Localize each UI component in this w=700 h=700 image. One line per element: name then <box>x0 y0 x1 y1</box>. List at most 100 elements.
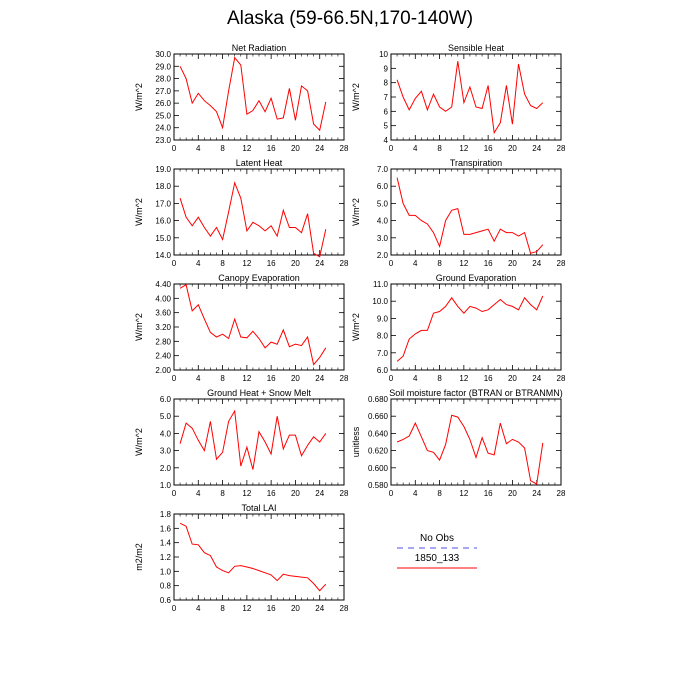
x-tick-label: 20 <box>508 374 517 383</box>
y-tick-label: 0.600 <box>368 464 389 473</box>
series-line-1850_133 <box>179 181 327 258</box>
y-axis-label: W/m^2 <box>134 428 144 456</box>
legend-obs-label: No Obs <box>420 533 454 544</box>
y-tick-label: 2.40 <box>155 352 171 361</box>
x-tick-label: 20 <box>291 374 300 383</box>
y-tick-label: 8.0 <box>377 332 389 341</box>
x-tick-label: 20 <box>508 144 517 153</box>
x-tick-label: 4 <box>196 604 201 613</box>
panel-8: Soil moisture factor (BTRAN or BTRANMN) u… <box>351 388 566 498</box>
y-tick-label: 4.0 <box>160 429 172 438</box>
y-axis-label: W/m^2 <box>351 198 361 226</box>
y-tick-label: 8 <box>384 79 389 88</box>
x-tick-label: 24 <box>315 374 324 383</box>
x-tick-label: 16 <box>484 489 493 498</box>
y-axis-label: W/m^2 <box>351 83 361 111</box>
y-tick-label: 7.0 <box>377 165 389 174</box>
x-tick-label: 24 <box>315 144 324 153</box>
x-tick-label: 4 <box>413 489 418 498</box>
y-tick-label: 4.0 <box>377 217 389 226</box>
y-tick-label: 2.0 <box>160 464 172 473</box>
plot-frame <box>173 283 345 371</box>
y-tick-label: 17.0 <box>155 199 171 208</box>
x-tick-label: 0 <box>389 374 394 383</box>
legend: No Obs 1850_133 <box>397 533 477 569</box>
x-tick-label: 12 <box>242 604 251 613</box>
y-tick-label: 6 <box>384 107 389 116</box>
y-tick-label: 27.0 <box>155 87 171 96</box>
y-tick-label: 3.20 <box>155 323 171 332</box>
y-axis-label: unitless <box>351 426 361 457</box>
y-tick-label: 28.0 <box>155 75 171 84</box>
y-tick-label: 15.0 <box>155 234 171 243</box>
x-tick-label: 12 <box>459 489 468 498</box>
plot-frame <box>173 168 345 256</box>
x-tick-label: 12 <box>242 374 251 383</box>
x-tick-label: 24 <box>532 489 541 498</box>
x-tick-label: 20 <box>291 259 300 268</box>
x-tick-label: 8 <box>437 259 442 268</box>
x-tick-label: 16 <box>267 604 276 613</box>
x-tick-label: 8 <box>437 489 442 498</box>
y-tick-label: 2.0 <box>377 251 389 260</box>
y-tick-label: 2.00 <box>155 366 171 375</box>
y-tick-label: 25.0 <box>155 111 171 120</box>
x-tick-label: 16 <box>484 144 493 153</box>
x-tick-label: 0 <box>389 489 394 498</box>
legend-model-label: 1850_133 <box>415 553 460 564</box>
y-axis-label: m2/m2 <box>134 543 144 571</box>
x-tick-label: 4 <box>196 259 201 268</box>
x-tick-label: 4 <box>413 259 418 268</box>
panel-title: Transpiration <box>450 158 502 168</box>
x-tick-label: 12 <box>459 144 468 153</box>
x-tick-label: 28 <box>557 374 566 383</box>
y-axis-label: W/m^2 <box>134 313 144 341</box>
x-tick-label: 20 <box>291 604 300 613</box>
x-tick-label: 4 <box>196 144 201 153</box>
x-tick-label: 24 <box>315 259 324 268</box>
y-tick-label: 0.680 <box>368 395 389 404</box>
x-tick-label: 16 <box>267 489 276 498</box>
y-tick-label: 23.0 <box>155 136 171 145</box>
x-tick-label: 0 <box>389 259 394 268</box>
y-tick-label: 10.0 <box>372 297 388 306</box>
x-tick-label: 16 <box>267 374 276 383</box>
y-tick-label: 0.6 <box>160 596 172 605</box>
panel-5: Canopy Evaporation W/m^2 0 4 8 12 16 20 24 28 2.00… <box>134 273 349 383</box>
x-tick-label: 28 <box>340 489 349 498</box>
panel-1: Net Radiation W/m^2 0 4 8 12 16 20 24 28 23.0 24.0 2… <box>134 43 349 153</box>
y-tick-label: 1.4 <box>160 539 172 548</box>
y-tick-label: 0.8 <box>160 582 172 591</box>
panel-title: Net Radiation <box>232 43 287 53</box>
x-tick-label: 28 <box>557 489 566 498</box>
y-tick-label: 26.0 <box>155 99 171 108</box>
panel-title: Soil moisture factor (BTRAN or BTRANMN) <box>389 388 563 398</box>
y-tick-label: 3.60 <box>155 309 171 318</box>
panel-4: Transpiration W/m^2 0 4 8 12 16 20 24 28 2.0 3.0 4.0… <box>351 158 566 268</box>
series-line-1850_133 <box>179 283 327 366</box>
x-tick-label: 0 <box>172 604 177 613</box>
plot-frame <box>390 168 562 256</box>
x-tick-label: 28 <box>340 259 349 268</box>
y-axis-label: W/m^2 <box>134 83 144 111</box>
x-tick-label: 28 <box>557 259 566 268</box>
series-line-1850_133 <box>396 61 544 135</box>
x-tick-label: 8 <box>220 374 225 383</box>
series-line-1850_133 <box>396 414 544 485</box>
series-line-1850_133 <box>179 522 327 592</box>
y-tick-label: 0.620 <box>368 447 389 456</box>
x-tick-label: 4 <box>196 489 201 498</box>
y-tick-label: 19.0 <box>155 165 171 174</box>
y-tick-label: 24.0 <box>155 124 171 133</box>
plot-frame <box>173 53 345 141</box>
plot-frame <box>390 398 562 486</box>
panel-title: Sensible Heat <box>448 43 505 53</box>
panel-3: Latent Heat W/m^2 0 4 8 12 16 20 24 28 14.0 15.0 16.… <box>134 158 349 268</box>
x-tick-label: 28 <box>340 604 349 613</box>
y-tick-label: 6.0 <box>377 182 389 191</box>
x-tick-label: 0 <box>389 144 394 153</box>
y-tick-label: 4.40 <box>155 280 171 289</box>
plot-frame <box>173 513 345 601</box>
x-tick-label: 8 <box>220 144 225 153</box>
y-tick-label: 1.6 <box>160 524 172 533</box>
